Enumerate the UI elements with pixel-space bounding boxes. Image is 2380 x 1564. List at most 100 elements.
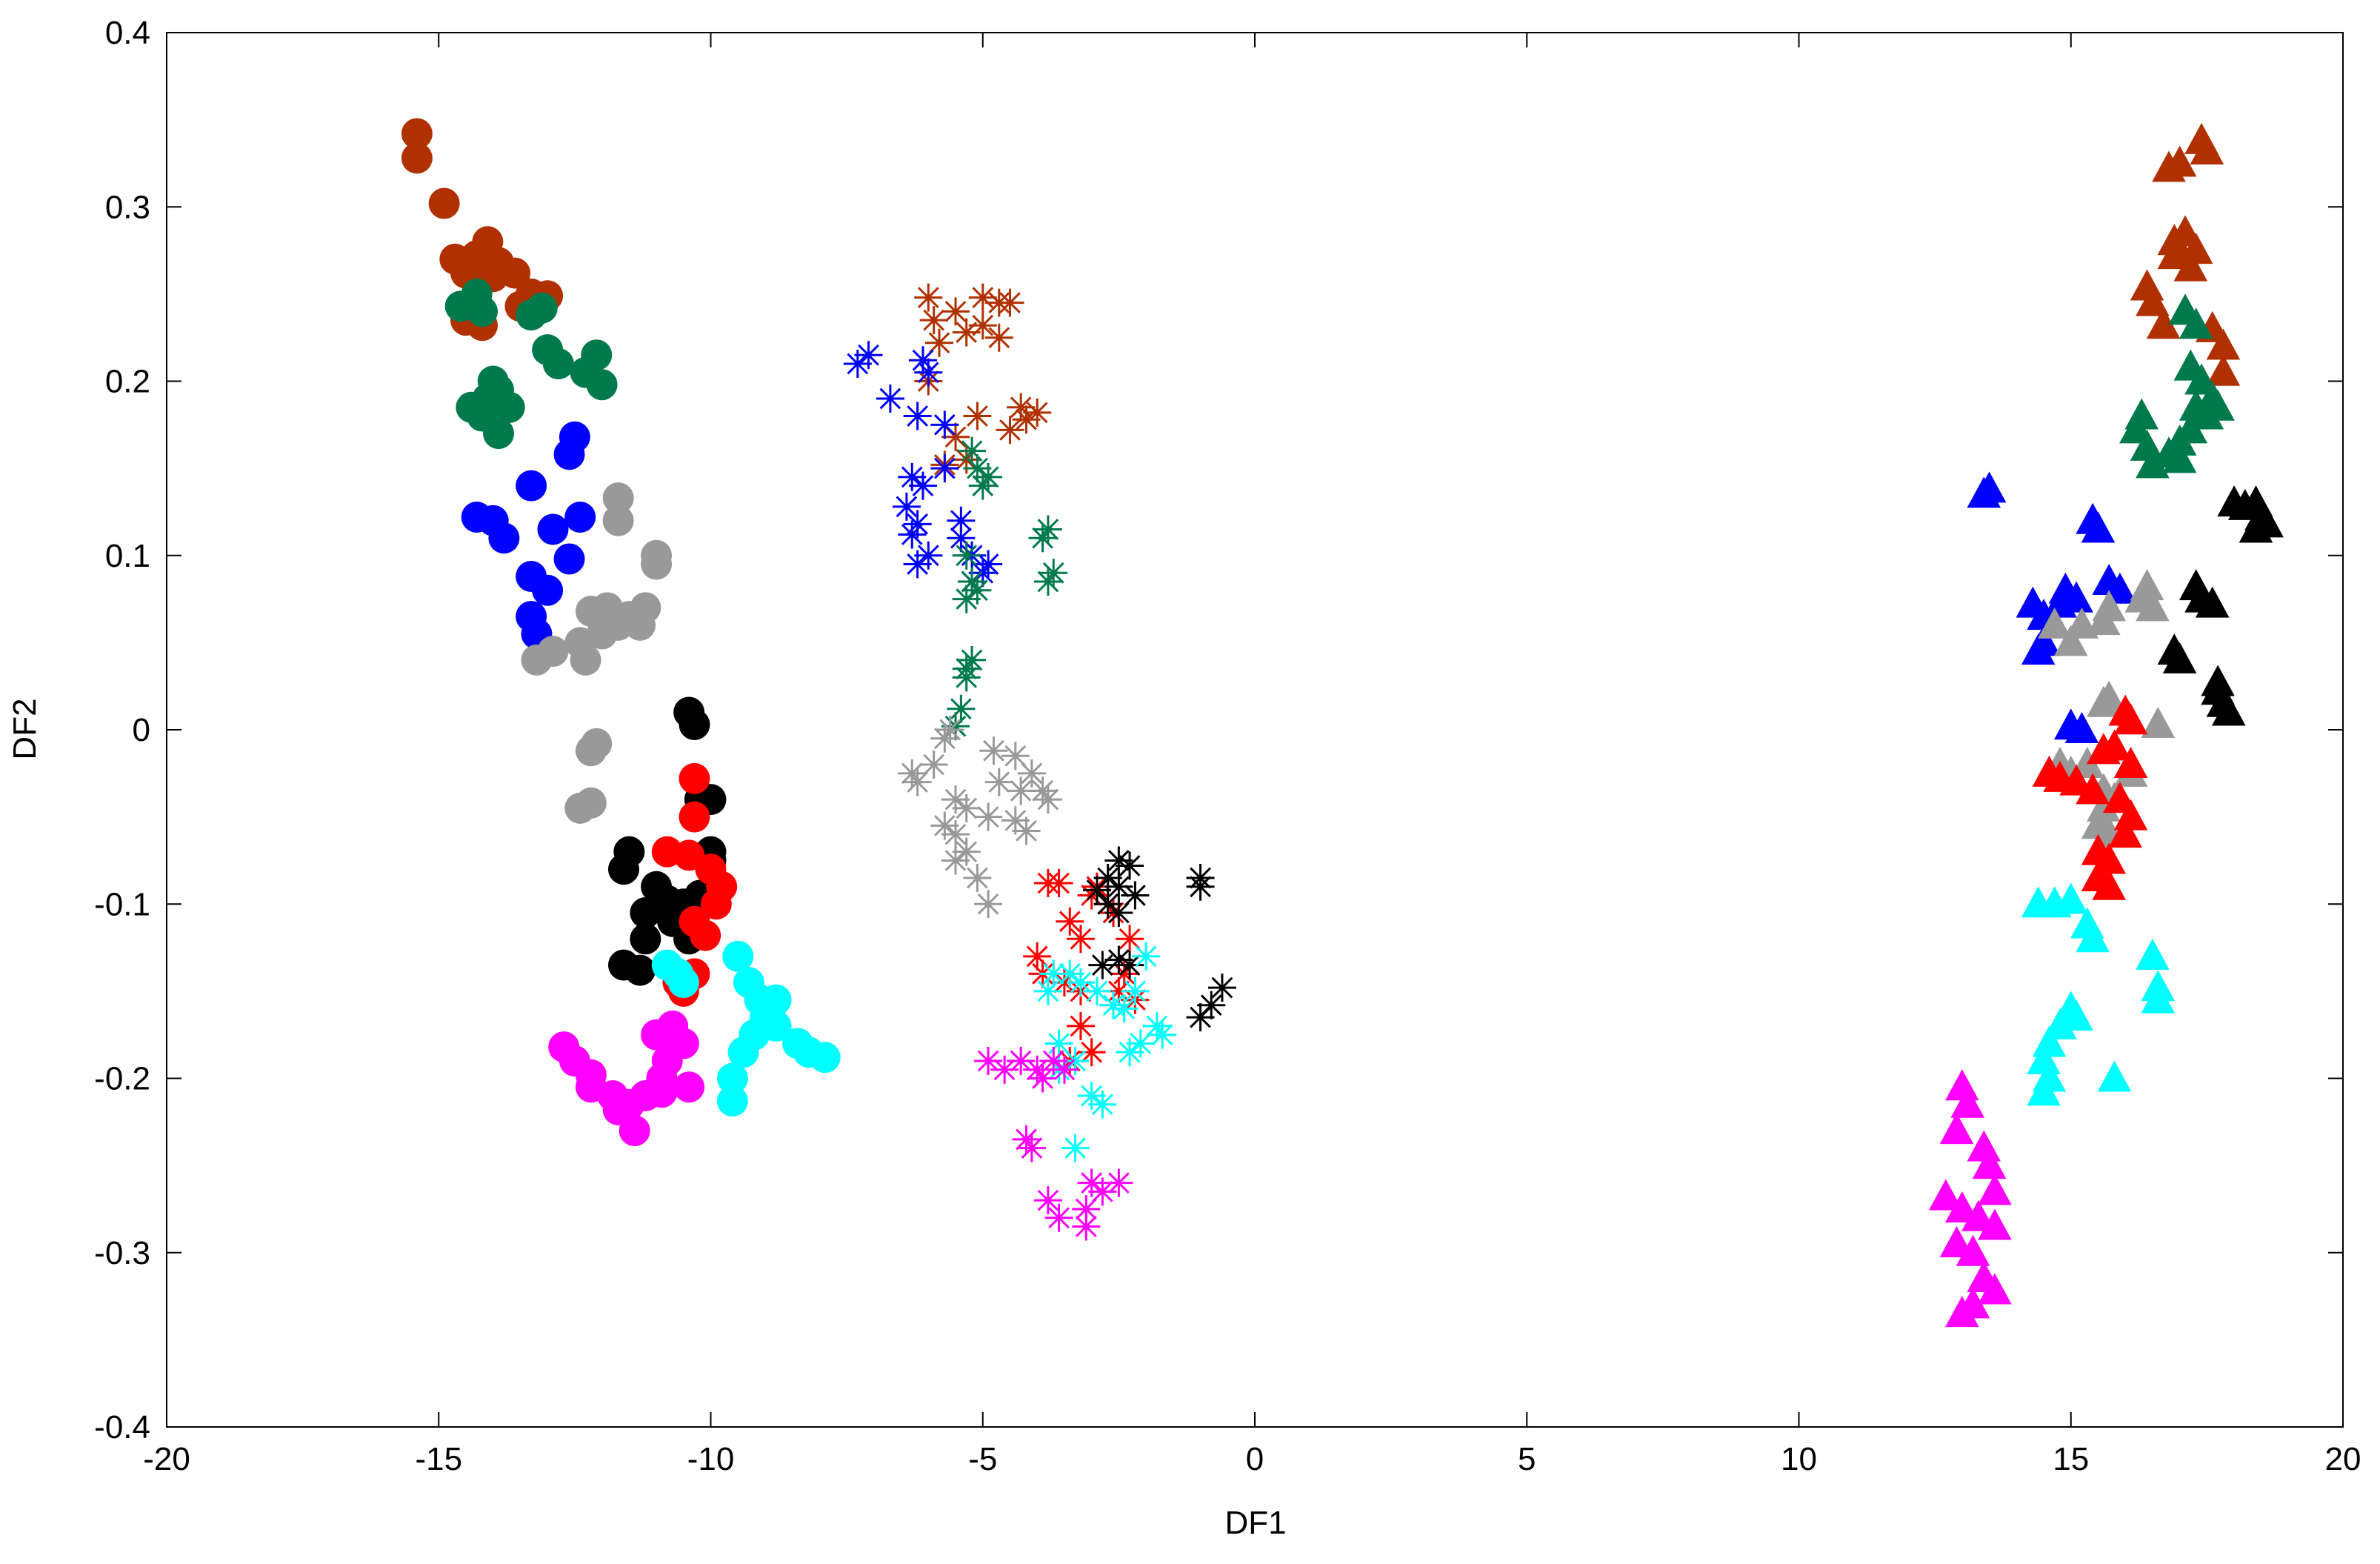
- series-star-magenta: [974, 1046, 1133, 1241]
- data-point-star-magenta: [1007, 1046, 1036, 1075]
- x-tick-label: -20: [143, 1441, 190, 1477]
- data-point-triangle-magenta: [1929, 1179, 1963, 1211]
- data-point-star-green: [968, 471, 997, 500]
- data-point-star-green: [1033, 568, 1062, 596]
- data-point-circle-black: [679, 708, 710, 740]
- data-point-triangle-blue: [2064, 712, 2099, 743]
- data-point-star-blue: [968, 559, 997, 588]
- data-point-star-blue: [947, 524, 976, 553]
- data-point-star-black: [1082, 876, 1111, 905]
- data-point-triangle-black: [2211, 694, 2246, 726]
- data-point-star-grey: [1028, 776, 1057, 805]
- data-point-circle-grey: [575, 735, 607, 767]
- data-point-triangle-brown: [2136, 284, 2170, 316]
- data-point-triangle-blue: [2081, 511, 2116, 543]
- data-point-star-magenta: [1077, 1168, 1106, 1197]
- data-point-star-blue: [898, 520, 927, 549]
- data-point-star-grey: [941, 846, 970, 875]
- data-point-triangle-brown: [2157, 238, 2192, 270]
- data-point-star-red: [1050, 968, 1079, 997]
- data-point-star-grey: [979, 736, 1008, 765]
- data-point-star-brown: [968, 311, 997, 340]
- data-point-star-cyan: [1077, 1082, 1106, 1111]
- data-point-star-grey: [952, 837, 981, 866]
- data-point-star-cyan: [1039, 959, 1068, 988]
- data-point-star-magenta: [1028, 1064, 1057, 1093]
- data-point-star-blue: [974, 550, 1003, 579]
- data-point-star-cyan: [1061, 1046, 1090, 1075]
- y-tick-label: -0.4: [94, 1409, 150, 1445]
- series-star-green: [941, 436, 1068, 741]
- data-point-circle-red: [679, 762, 710, 794]
- data-point-circle-magenta: [673, 1071, 705, 1103]
- data-point-star-brown: [924, 328, 953, 357]
- data-point-triangle-magenta: [1956, 1234, 1990, 1266]
- data-point-star-magenta: [1023, 1055, 1052, 1084]
- data-point-circle-blue: [516, 470, 547, 502]
- data-point-circle-green: [467, 296, 499, 327]
- data-point-triangle-grey: [2141, 706, 2176, 738]
- y-tick-label: -0.2: [94, 1061, 150, 1097]
- data-point-triangle-grey: [2092, 590, 2126, 622]
- series-triangle-green: [2119, 293, 2235, 479]
- data-point-star-grey: [941, 785, 970, 814]
- data-point-star-red: [1110, 959, 1139, 988]
- data-point-triangle-green: [2162, 442, 2197, 473]
- data-point-star-brown: [996, 416, 1024, 445]
- data-point-star-black: [1207, 974, 1236, 1002]
- data-point-star-cyan: [1116, 1038, 1144, 1067]
- data-point-circle-cyan: [667, 967, 699, 999]
- data-point-star-grey: [1012, 816, 1041, 845]
- data-point-star-cyan: [1142, 1011, 1171, 1040]
- x-tick-label: 0: [1246, 1441, 1264, 1477]
- data-point-triangle-cyan: [2141, 982, 2176, 1014]
- series-star-grey: [898, 716, 1062, 919]
- data-point-circle-grey: [602, 505, 634, 536]
- data-point-star-brown: [996, 288, 1024, 317]
- series-triangle-magenta: [1929, 1069, 2012, 1328]
- data-point-circle-black: [630, 897, 661, 929]
- data-point-triangle-magenta: [1972, 1148, 2007, 1179]
- data-point-star-blue: [843, 349, 872, 378]
- data-point-star-grey: [903, 768, 932, 796]
- data-point-star-cyan: [1132, 942, 1161, 971]
- data-point-triangle-brown: [2190, 133, 2224, 164]
- data-point-star-red: [1066, 925, 1095, 954]
- y-tick-label: 0: [133, 712, 150, 748]
- data-point-star-black: [1116, 951, 1144, 979]
- data-point-circle-grey: [570, 644, 601, 676]
- data-point-star-blue: [903, 550, 932, 579]
- data-point-triangle-black: [2201, 665, 2235, 696]
- series-circle-grey: [521, 482, 673, 824]
- data-point-triangle-brown: [2162, 145, 2197, 177]
- data-point-star-blue: [903, 402, 932, 430]
- data-point-circle-cyan: [727, 1036, 759, 1068]
- data-point-triangle-grey: [2087, 790, 2121, 822]
- data-point-star-cyan: [1061, 1134, 1090, 1162]
- data-point-star-green: [958, 568, 987, 596]
- data-point-star-magenta: [1072, 1194, 1101, 1223]
- x-tick-label: -10: [687, 1441, 735, 1477]
- data-point-star-grey: [1007, 776, 1036, 805]
- data-point-star-black: [1088, 951, 1117, 979]
- y-tick-label: -0.3: [94, 1235, 150, 1271]
- data-point-triangle-brown: [2206, 328, 2241, 360]
- y-tick-label: 0.1: [105, 538, 150, 574]
- data-point-star-blue: [914, 541, 943, 570]
- data-point-star-grey: [930, 811, 959, 840]
- data-point-star-green: [974, 462, 1003, 491]
- data-point-star-red: [1044, 869, 1073, 898]
- x-tick-label: 15: [2053, 1441, 2089, 1477]
- data-point-star-cyan: [1148, 1020, 1177, 1049]
- data-point-star-green: [1028, 524, 1057, 553]
- data-point-star-green: [952, 541, 981, 570]
- data-point-star-cyan: [1110, 994, 1139, 1023]
- data-point-triangle-brown: [2206, 354, 2241, 386]
- data-point-star-blue: [930, 410, 959, 439]
- data-point-star-magenta: [1033, 1186, 1062, 1215]
- data-point-circle-blue: [553, 439, 585, 470]
- data-point-star-red: [1116, 925, 1144, 954]
- data-point-triangle-magenta: [1978, 1273, 2012, 1305]
